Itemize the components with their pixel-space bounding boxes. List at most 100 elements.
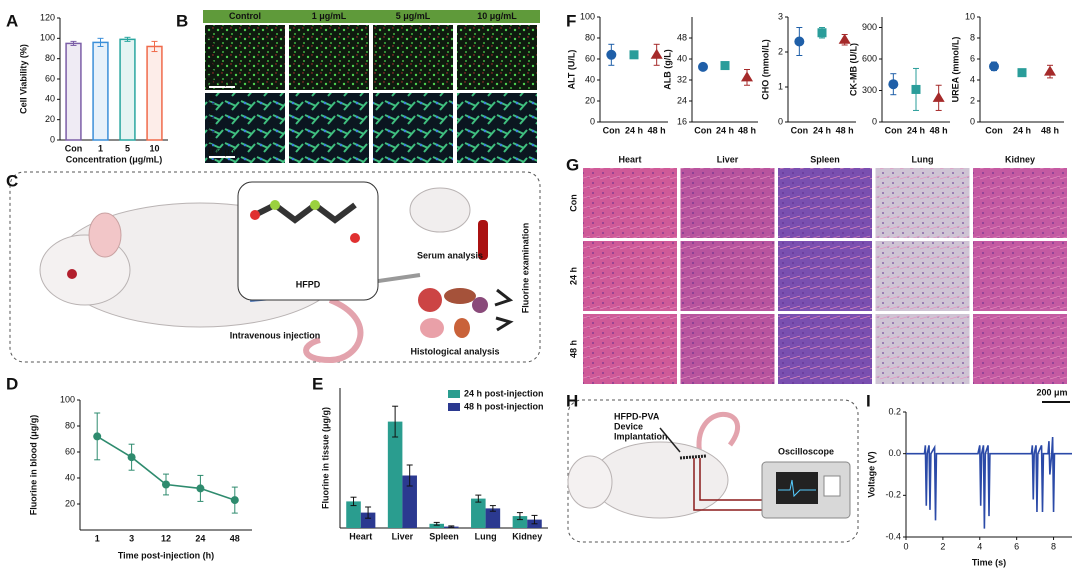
micrograph-texture: [680, 241, 775, 311]
y-axis-label: UREA (mmol/L): [950, 37, 960, 103]
x-tick-label: 24: [195, 533, 205, 543]
column-label: 1 μg/mL: [312, 11, 347, 21]
micrograph: [289, 25, 369, 90]
y-axis-label: Cell Viability (%): [18, 44, 28, 114]
y-axis-label: Fluorine in tissue (μg/g): [320, 407, 330, 509]
column-label: 10 μg/mL: [477, 11, 517, 21]
schematic-label: Fluorine examination: [520, 223, 530, 314]
y-axis-label: ALT (U/L): [566, 50, 576, 90]
device-label: Oscilloscope: [778, 446, 834, 456]
marker: [794, 36, 805, 47]
y-tick-label: 20: [65, 498, 75, 508]
y-tick-label: 600: [862, 53, 877, 63]
x-tick-label: Con: [885, 125, 903, 135]
marker: [720, 61, 730, 71]
marker: [817, 28, 827, 38]
marker: [162, 480, 170, 489]
bar: [119, 38, 136, 141]
y-tick-label: 6: [970, 53, 975, 63]
micrograph: [373, 93, 453, 163]
x-tick-label: Spleen: [429, 531, 459, 541]
marker: [888, 79, 899, 90]
column-label: 5 μg/mL: [396, 11, 431, 21]
y-axis-label: CK-MB (U/L): [848, 43, 858, 96]
x-tick-label: Con: [985, 125, 1003, 135]
column-label: Kidney: [1005, 154, 1035, 164]
schematic-label: Serum analysis: [417, 250, 483, 260]
y-tick-label: 80: [65, 420, 75, 430]
y-tick-label: 10: [965, 11, 975, 21]
marker: [196, 484, 205, 493]
column-label: Control: [229, 11, 261, 21]
x-tick-label: Kidney: [512, 531, 542, 541]
y-tick-label: 0: [778, 116, 783, 126]
x-tick-label: Heart: [349, 531, 372, 541]
x-tick-label: 48 h: [738, 125, 756, 135]
y-tick-label: 80: [585, 32, 595, 42]
micrograph-texture: [778, 241, 872, 311]
micrograph-texture: [875, 314, 970, 384]
device-label: Device: [614, 421, 643, 431]
y-axis-label: ALB (g/L): [662, 49, 672, 90]
micrograph-texture: [583, 168, 677, 238]
micrograph-texture: [875, 168, 970, 238]
bar: [387, 421, 403, 528]
marker: [1044, 65, 1056, 76]
micrograph-texture: [875, 241, 970, 311]
marker: [698, 61, 708, 72]
column-label: Lung: [912, 154, 934, 164]
legend-label: 24 h post-injection: [464, 388, 544, 398]
y-tick-label: 80: [45, 53, 55, 63]
device-label: Implantation: [614, 431, 668, 441]
x-tick-label: 6: [1014, 541, 1019, 551]
y-tick-label: 48: [677, 32, 687, 42]
schematic-label: HFPD: [296, 279, 321, 289]
x-tick-label: Con: [791, 125, 809, 135]
x-tick-label: 1: [95, 533, 100, 543]
row-label: DAPI/Phalloidine: [206, 94, 216, 162]
bar: [92, 41, 109, 141]
marker: [629, 50, 639, 60]
y-tick-label: 60: [65, 446, 75, 456]
legend-swatch: [448, 403, 460, 411]
y-tick-label: 0.0: [888, 448, 901, 458]
column-label: Heart: [618, 154, 641, 164]
y-tick-label: 20: [585, 95, 595, 105]
device-illustration: [567, 411, 851, 519]
scale-bar-label: 200 μm: [1036, 387, 1067, 397]
y-tick-label: 2: [778, 46, 783, 56]
row-label: 48 h: [568, 340, 578, 358]
micrograph-texture: [778, 314, 872, 384]
micrograph-texture: [778, 168, 872, 238]
y-tick-label: 0: [50, 134, 55, 144]
x-tick-label: 12: [161, 533, 171, 543]
scale-bar-label: 200 μm: [207, 76, 237, 86]
x-tick-label: 24 h: [716, 125, 734, 135]
y-tick-label: 0: [590, 116, 595, 126]
y-tick-label: -0.4: [885, 531, 901, 541]
x-tick-label: 48 h: [836, 125, 854, 135]
y-tick-label: 32: [677, 74, 687, 84]
y-axis-label: Voltage (V): [866, 451, 876, 497]
y-tick-label: 900: [862, 22, 877, 32]
y-tick-label: 0.2: [888, 406, 901, 416]
x-tick-label: 48: [230, 533, 240, 543]
x-tick-label: 4: [977, 541, 982, 551]
micrograph: [289, 93, 369, 163]
bar: [360, 512, 376, 528]
row-label: Con: [568, 194, 578, 212]
device-label: HFPD-PVA: [614, 411, 660, 421]
legend-label: 48 h post-injection: [464, 401, 544, 411]
panel-letter: A: [6, 11, 18, 30]
x-tick-label: 3: [129, 533, 134, 543]
y-tick-label: 100: [60, 394, 75, 404]
x-tick-label: 2: [940, 541, 945, 551]
x-tick-label: Lung: [475, 531, 497, 541]
y-tick-label: 4: [970, 74, 975, 84]
marker: [741, 71, 753, 82]
micrograph-texture: [973, 314, 1067, 384]
x-tick-label: 24 h: [625, 125, 643, 135]
panel-letter: F: [566, 11, 576, 30]
micrograph: [457, 93, 537, 163]
data-line: [906, 436, 1072, 529]
